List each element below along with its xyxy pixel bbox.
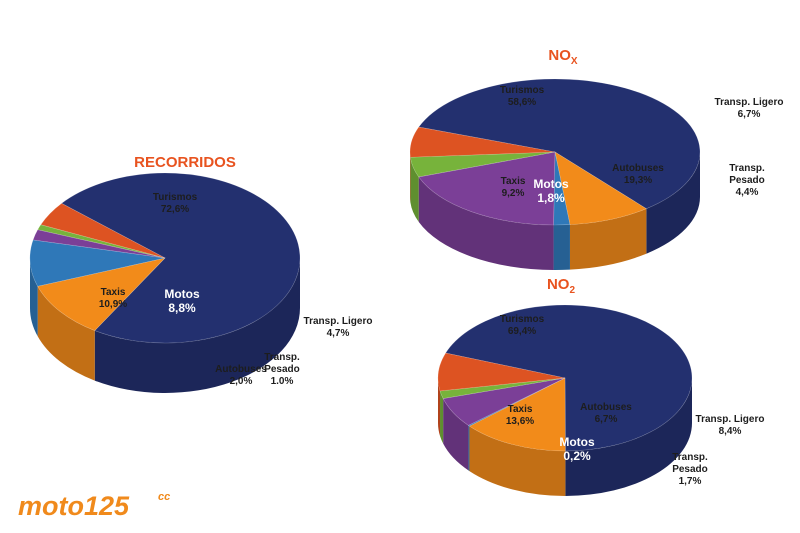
slice-transp-ligero [409, 126, 556, 158]
pie-chart-1: RECORRIDOS Turismos 72,6% Taxis 10,9% Motos 8,… [29, 154, 373, 393]
data-label-transp-ligero: Transp. Ligero 4,7% [304, 316, 373, 339]
slice-transp-ligero [437, 352, 566, 392]
logo-superscript: cc [158, 491, 170, 503]
slice-side-turismos [94, 258, 300, 393]
data-label-taxis: Taxis 10,9% [99, 287, 127, 310]
slice-side-transp-ligero [438, 378, 441, 436]
pie-side-walls [438, 378, 693, 497]
slice-labels: Turismos 72,6% Taxis 10,9% Motos 8,8% Autobuse… [99, 192, 373, 387]
data-label-transp-pesado: Transp. Pesado 1,7% [672, 452, 708, 487]
slice-labels: Turismos 69,4% Taxis 13,6% Motos 0,2% Autobuse… [500, 314, 765, 487]
data-label-transp-pesado: Transp. Pesado 1.0% [264, 352, 300, 387]
chart-title-subscript: 2 [569, 285, 575, 296]
chart-title-subscript: X [571, 56, 578, 67]
slice-side-transp-pesado [410, 157, 419, 222]
data-label-motos: Motos 1,8% [533, 177, 569, 205]
chart-title: RECORRIDOS [134, 154, 236, 171]
pie-top [29, 172, 301, 344]
data-label-turismos: Turismos 72,6% [153, 192, 198, 215]
slice-autobuses [442, 377, 566, 426]
slice-side-transp-pesado [440, 390, 444, 444]
moto125-logo: moto125 cc [18, 491, 170, 521]
slice-transp-pesado [439, 377, 566, 399]
data-label-transp-pesado: Transp. Pesado 4,4% [729, 163, 765, 198]
slice-labels: Turismos 58,6% Taxis 9,2% Motos 1,8% Autobuses… [500, 85, 784, 205]
data-label-turismos: Turismos 69,4% [500, 314, 545, 337]
data-label-taxis: Taxis 9,2% [501, 176, 526, 199]
data-label-turismos: Turismos 58,6% [500, 85, 545, 108]
slice-motos [467, 377, 566, 427]
data-label-autobuses: Autobuses 19,3% [612, 163, 664, 186]
slice-autobuses [418, 151, 556, 226]
data-label-motos: Motos 0,2% [559, 435, 595, 463]
slice-turismos [61, 172, 301, 344]
slice-turismos [418, 78, 701, 210]
slice-turismos [445, 304, 693, 452]
slice-side-motos [468, 425, 470, 472]
pie-top [437, 304, 693, 452]
slice-transp-pesado [37, 224, 166, 259]
slice-taxis [554, 151, 647, 225]
slice-motos [29, 239, 166, 287]
chart-title: NO2 [547, 276, 576, 296]
slice-transp-ligero [40, 203, 166, 259]
slice-taxis [37, 257, 166, 331]
pie-side-walls [30, 258, 300, 393]
data-label-transp-ligero: Transp. Ligero 8,4% [696, 414, 765, 437]
slice-side-taxis [469, 426, 566, 497]
slice-transp-pesado [410, 151, 556, 178]
logo-text: moto125 [18, 491, 130, 521]
slice-side-taxis [569, 208, 647, 270]
slice-side-autobuses [443, 398, 469, 471]
data-label-autobuses: Autobuses 6,7% [580, 402, 632, 425]
data-label-taxis: Taxis 13,6% [506, 404, 534, 427]
data-label-autobuses: Autobuses 2,0% [215, 364, 267, 387]
slice-side-turismos [565, 378, 693, 496]
slice-side-turismos [646, 152, 700, 254]
pie-top [409, 78, 701, 226]
slice-side-motos [30, 258, 38, 337]
slice-side-motos [553, 224, 570, 270]
data-label-transp-ligero: Transp. Ligero 6,7% [715, 97, 784, 120]
pie-side-walls [410, 152, 700, 270]
slice-side-autobuses [418, 176, 554, 270]
slice-side-taxis [37, 286, 95, 381]
slice-autobuses [32, 229, 166, 259]
chart-title: NOX [548, 47, 578, 67]
data-label-motos: Motos 8,8% [164, 287, 200, 315]
slice-taxis [468, 377, 566, 452]
slice-motos [553, 151, 571, 226]
